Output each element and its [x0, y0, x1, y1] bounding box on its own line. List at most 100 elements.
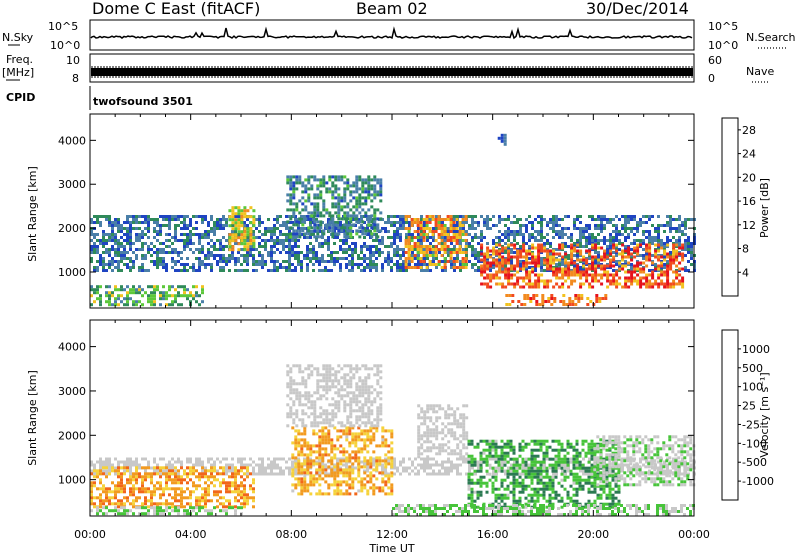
power-cell: [135, 233, 138, 236]
power-cell: [372, 245, 375, 248]
vel-cell: [282, 457, 285, 461]
power-cell: [687, 242, 690, 245]
power-cell: [295, 232, 299, 236]
vel-cell: [294, 460, 297, 464]
vel-cell: [225, 490, 228, 494]
power-cell: [480, 273, 484, 277]
power-cell: [630, 218, 633, 221]
power-cell: [297, 245, 300, 248]
vel-cell: [465, 457, 468, 461]
power-cell: [285, 269, 288, 272]
vel-cell: [243, 484, 246, 488]
vel-cell: [120, 466, 123, 470]
power-cell: [441, 221, 444, 224]
power-cell: [591, 218, 594, 221]
power-cell: [183, 227, 186, 230]
power-cell: [195, 285, 198, 289]
vel-cell: [123, 469, 126, 473]
vel-cell: [201, 499, 204, 503]
vel-cell: [156, 472, 159, 476]
power-cell: [654, 255, 658, 259]
power-cell: [372, 251, 375, 254]
power-cell: [402, 266, 405, 269]
vel-cell: [246, 499, 249, 503]
power-cell: [561, 270, 565, 274]
power-cell: [690, 245, 693, 248]
vel-cell: [144, 457, 147, 461]
power-cell: [315, 257, 318, 260]
vel-cell: [204, 505, 207, 509]
vel-cell: [96, 460, 99, 464]
power-cell: [519, 263, 522, 266]
power-cell: [114, 303, 117, 307]
power-cell: [150, 242, 153, 245]
vel-cell: [159, 509, 162, 513]
power-cell: [672, 252, 676, 256]
power-cell: [108, 300, 111, 304]
power-cell: [132, 263, 135, 266]
power-cell: [663, 282, 667, 286]
power-cell: [690, 254, 693, 257]
power-cell: [297, 260, 300, 263]
power-cell: [327, 260, 330, 263]
power-cell: [147, 227, 150, 230]
power-cell: [561, 263, 564, 266]
power-cell: [370, 235, 374, 239]
power-cell: [498, 282, 502, 286]
vel-cell: [192, 509, 195, 513]
vel-cell: [126, 469, 129, 473]
power-cell: [612, 239, 615, 242]
freq-panel-frame: [89, 53, 695, 83]
vel-cell: [117, 472, 120, 476]
power-cell: [243, 215, 247, 219]
power-cell: [505, 294, 509, 297]
vel-cell: [507, 466, 510, 470]
power-cell: [525, 249, 529, 253]
vel-cell: [171, 509, 174, 513]
power-cell: [90, 285, 93, 289]
vel-cell: [351, 466, 354, 470]
vel-cell: [450, 463, 453, 467]
power-cell: [558, 218, 561, 221]
vel-cell: [165, 506, 168, 510]
vel-cell: [270, 472, 273, 476]
power-cell: [404, 215, 408, 218]
power-cell: [361, 184, 365, 188]
vel-cell: [201, 487, 204, 491]
power-cell: [624, 260, 627, 263]
power-cell: [570, 233, 573, 236]
power-cell: [273, 218, 276, 221]
vel-cell: [525, 457, 528, 461]
power-cell: [360, 251, 363, 254]
vel-cell: [99, 493, 102, 497]
power-cell: [369, 269, 372, 272]
power-cell: [534, 258, 538, 262]
vel-cell: [114, 490, 117, 494]
power-cell: [138, 236, 141, 239]
power-cell: [564, 252, 568, 256]
vel-cell: [303, 474, 307, 478]
vel-cell: [567, 466, 570, 470]
power-cell: [516, 270, 520, 274]
power-cell: [132, 260, 135, 263]
power-cell: [519, 233, 522, 236]
power-cell: [642, 261, 646, 265]
power-cell: [458, 221, 462, 224]
power-cell: [285, 266, 288, 269]
power-cell: [102, 266, 105, 269]
power-cell: [174, 236, 177, 239]
vel-cell: [387, 460, 390, 464]
vel-cell: [450, 460, 453, 464]
vel-cell: [306, 465, 310, 469]
power-cell: [276, 221, 279, 224]
power-cell: [120, 224, 123, 227]
power-cell: [318, 242, 321, 245]
power-cell: [123, 303, 126, 307]
power-cell: [690, 218, 693, 221]
power-cell: [252, 257, 255, 260]
power-cell: [369, 263, 372, 266]
power-cell: [414, 248, 417, 251]
power-cell: [93, 269, 96, 272]
power-cell: [108, 303, 111, 307]
power-cell: [425, 245, 429, 248]
